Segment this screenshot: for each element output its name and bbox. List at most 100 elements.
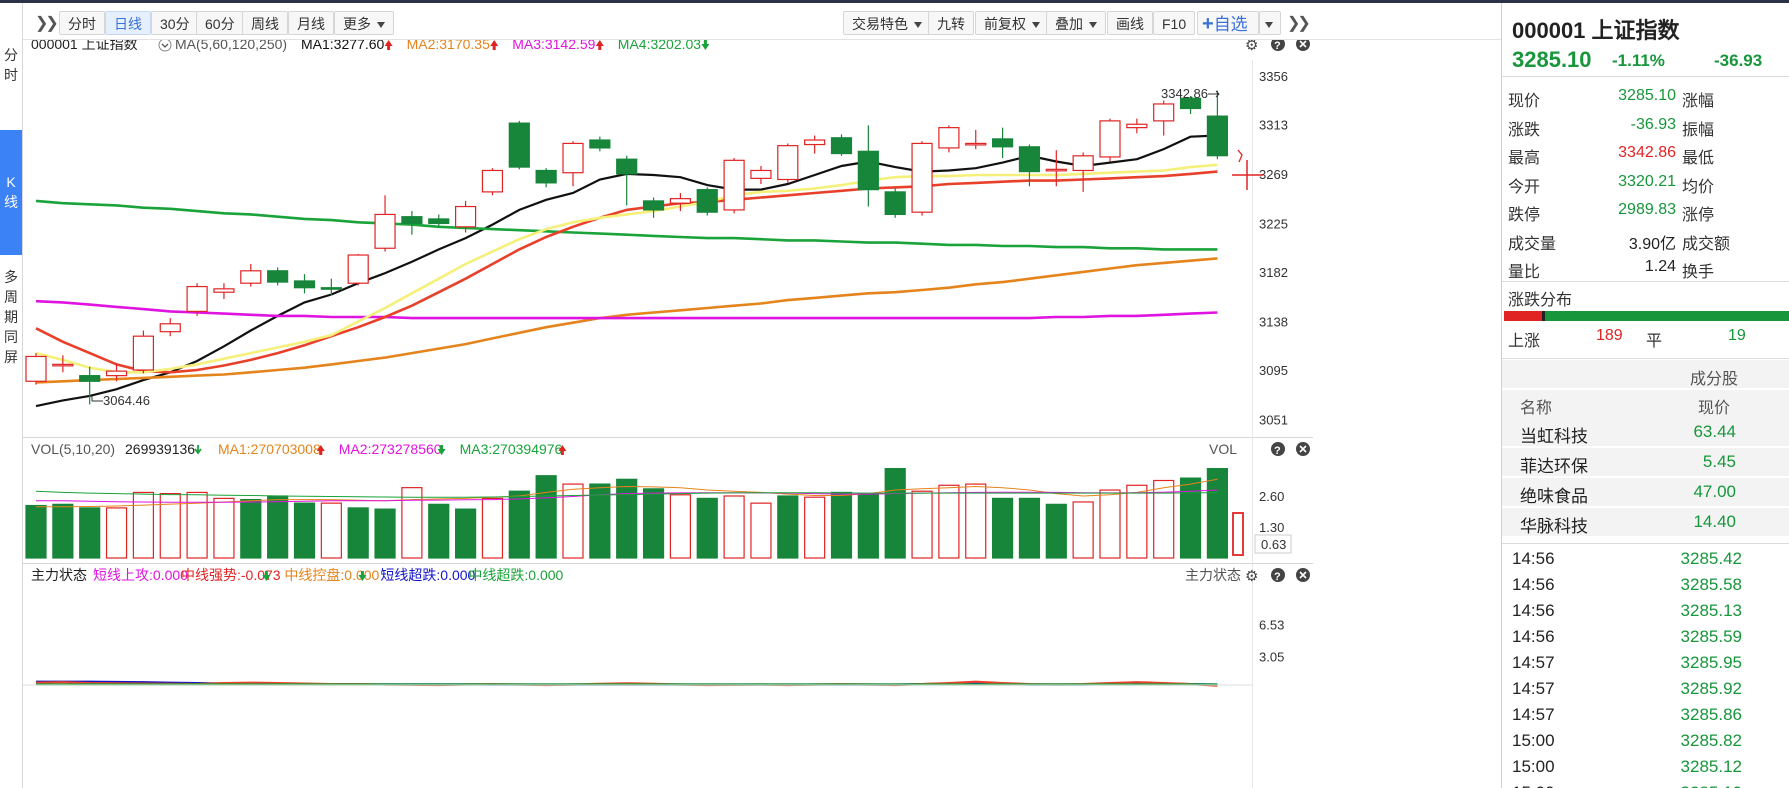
more-periods-dropdown[interactable]: 更多: [334, 11, 394, 35]
period-button-60min[interactable]: 60分: [196, 11, 244, 35]
caret-down-icon: [377, 22, 385, 29]
volume-bar: [428, 503, 450, 559]
gear-icon[interactable]: ⚙: [1245, 40, 1258, 54]
adjust-dropdown[interactable]: 前复权: [975, 11, 1049, 35]
volume-bar: [723, 495, 745, 559]
overlay-dropdown[interactable]: 叠加: [1046, 11, 1106, 35]
tab-multi-char-5: 屏: [4, 349, 18, 365]
volume-bar: [1126, 484, 1148, 559]
component-name: 当虹科技: [1520, 427, 1588, 446]
volume-bar: [884, 467, 906, 559]
candle-body: [1045, 168, 1067, 172]
y-tick-label: 3138: [1259, 315, 1288, 330]
indicator-legend-item: 中线控盘:0.000: [284, 567, 379, 583]
gear-icon[interactable]: ⚙: [1245, 568, 1258, 585]
candle-body: [1126, 123, 1148, 129]
period-button-weekly[interactable]: 周线: [242, 11, 288, 35]
close-icon[interactable]: [1296, 40, 1310, 51]
ma-line-ma4: [35, 199, 1218, 251]
quote-price: 3285.10: [1512, 47, 1592, 72]
period-button-monthly[interactable]: 月线: [288, 11, 334, 35]
quote-row: 量比 1.24 换手: [1502, 254, 1789, 282]
tick-price: 3285.42: [1680, 549, 1742, 568]
candles: [25, 90, 1229, 405]
volume-bar: [79, 507, 101, 559]
tick-row: 14:56 3285.58: [1502, 572, 1789, 598]
trade-feature-label: 交易特色: [852, 16, 908, 32]
help-icon[interactable]: [1271, 442, 1285, 456]
volume-right-label: VOL: [1209, 441, 1237, 457]
volume-bar: [1179, 477, 1202, 559]
volume-bar: [508, 490, 530, 559]
indicator-legend-item: 中线强势:-0.073: [181, 567, 281, 583]
volume-bar: [25, 504, 47, 559]
volume-bar: [52, 503, 74, 559]
ma-settings-icon[interactable]: [158, 40, 172, 52]
volume-bar: [132, 491, 155, 559]
low-annotation: 3064.46: [103, 393, 150, 408]
candle-body: [159, 323, 181, 333]
candle-body: [508, 122, 530, 168]
add-watchlist-button[interactable]: +自选: [1197, 11, 1259, 35]
quote-title: 000001 上证指数: [1512, 18, 1680, 43]
period-button-30min[interactable]: 30分: [151, 11, 199, 35]
tab-multi-period[interactable]: 多 周 期 同 屏: [0, 267, 22, 377]
component-stock-row[interactable]: 菲达环保 5.45: [1502, 448, 1789, 476]
caret-down-icon: [914, 22, 922, 29]
component-stock-row[interactable]: 当虹科技 63.44: [1502, 418, 1789, 446]
component-stock-row[interactable]: 华脉科技 14.40: [1502, 508, 1789, 536]
chart-area[interactable]: 000001 上证指数 MA(5,60,120,250) MA1:3277.60…: [23, 40, 1501, 788]
quote-row: 今开 3320.21 均价: [1502, 169, 1789, 197]
double-chevron-right-icon[interactable]: ❯❯: [1287, 15, 1311, 32]
arrow-down-icon: [262, 571, 271, 581]
volume-bar: [1206, 467, 1229, 559]
tab-fenshi[interactable]: 分 时: [0, 45, 22, 89]
trade-feature-dropdown[interactable]: 交易特色: [843, 11, 931, 35]
f10-button[interactable]: F10: [1153, 11, 1196, 35]
caret-down-icon: [1032, 22, 1040, 29]
help-icon[interactable]: [1271, 40, 1285, 51]
arrow-right-icon: [1208, 90, 1220, 98]
help-icon[interactable]: [1271, 568, 1285, 582]
component-price: 63.44: [1693, 422, 1736, 441]
candle-body: [938, 127, 960, 149]
tick-time: 14:57: [1512, 679, 1555, 698]
candle-body: [696, 189, 718, 213]
arrow-up-icon: [490, 40, 499, 50]
candle-body: [428, 218, 450, 225]
tick-price: 3285.95: [1680, 653, 1742, 672]
volume-title: VOL(5,10,20): [31, 441, 115, 457]
ma-legend: MA1:3277.60 MA2:3170.35 MA3:3142.59 MA4:320…: [301, 40, 710, 52]
candle-body: [616, 158, 638, 175]
watchlist-dropdown[interactable]: [1259, 11, 1281, 35]
nine-turn-button[interactable]: 九转: [928, 11, 974, 35]
arrow-down-icon: [437, 445, 446, 455]
tick-row: 14:57 3285.92: [1502, 676, 1789, 702]
tick-time: 14:56: [1512, 549, 1555, 568]
period-button-daily[interactable]: 日线: [105, 11, 151, 35]
quote-row: 涨跌 -36.93 振幅: [1502, 112, 1789, 140]
tick-row: 14:56 3285.42: [1502, 546, 1789, 572]
dist-up-label: 上涨: [1508, 333, 1541, 350]
tick-price: 3285.10: [1652, 783, 1742, 788]
quote-value: 2989.83: [1618, 201, 1676, 218]
divider: [1502, 281, 1789, 282]
svg-text:?: ?: [1274, 445, 1281, 457]
candle-body: [857, 150, 879, 191]
tick-price: 3285.59: [1680, 627, 1742, 646]
candle-body: [991, 138, 1014, 148]
candle-body: [401, 216, 423, 225]
volume-bar: [1045, 503, 1067, 559]
draw-line-button[interactable]: 画线: [1107, 11, 1153, 35]
tab-kline[interactable]: K 线: [0, 130, 22, 255]
volume-bar: [320, 502, 342, 559]
kline-chart[interactable]: 000001 上证指数 MA(5,60,120,250) MA1:3277.60…: [23, 40, 1501, 788]
candle-body: [52, 363, 74, 367]
volume-ma-line: [36, 478, 1218, 508]
arrow-down-icon: [701, 40, 710, 50]
double-chevron-right-icon[interactable]: ❯❯: [35, 15, 59, 32]
component-stock-row[interactable]: 绝味食品 47.00: [1502, 478, 1789, 506]
quote-label: 今开: [1508, 178, 1541, 196]
tab-fenshi-char-2: 时: [4, 67, 18, 83]
period-button-fenshi[interactable]: 分时: [59, 11, 105, 35]
